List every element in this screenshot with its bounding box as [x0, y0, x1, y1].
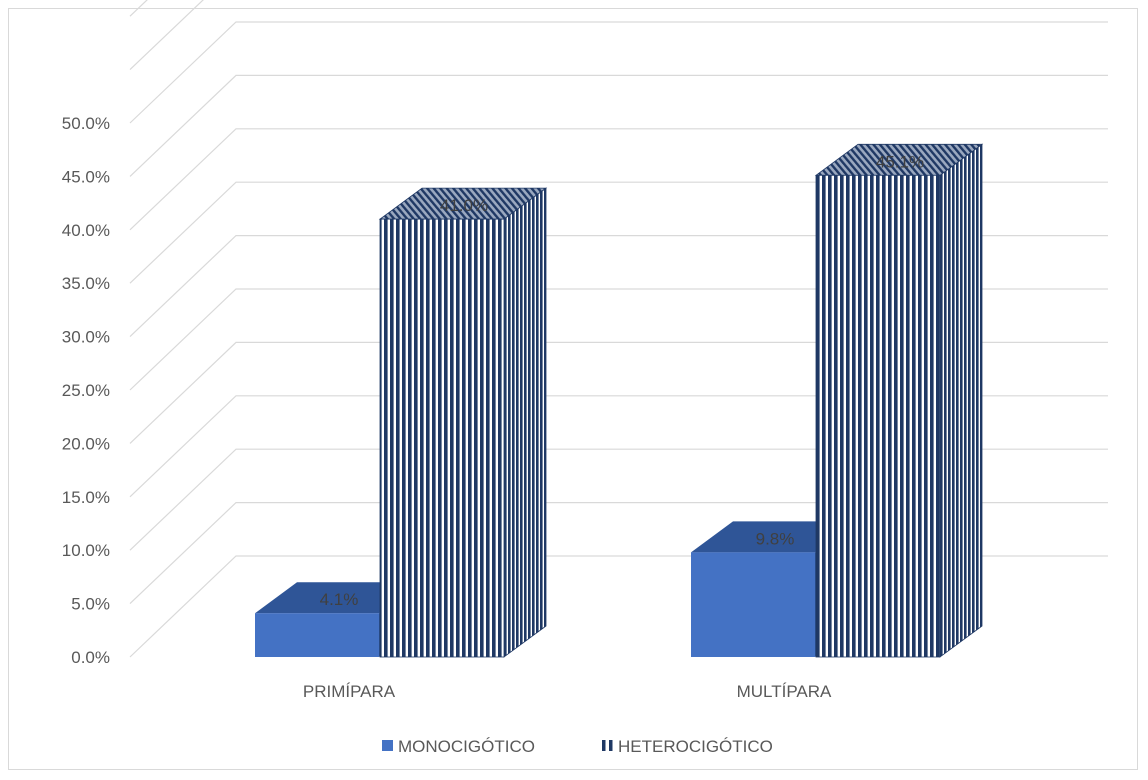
y-tick-label: 15.0% [62, 488, 110, 507]
y-axis: 0.0% 5.0% 10.0% 15.0% 20.0% 25.0% 30.0% 35.0% 40… [62, 114, 110, 667]
gridline [129, 128, 1108, 231]
bar-top-face [255, 582, 421, 614]
y-tick-label: 10.0% [62, 541, 110, 560]
x-tick-label: MULTÍPARA [737, 682, 832, 701]
gridline [129, 21, 1108, 124]
data-label: 4.1% [320, 590, 359, 609]
x-tick-label: PRIMÍPARA [303, 682, 396, 701]
y-tick-label: 40.0% [62, 221, 110, 240]
bar-heterocigotico-0 [378, 187, 548, 658]
y-tick-label: 5.0% [71, 595, 110, 614]
bar-side-face [503, 187, 547, 658]
legend-label-heterocigotico: HETEROCIGÓTICO [618, 737, 773, 756]
data-label: 9.8% [756, 529, 795, 548]
bar-heterocigotico-1 [814, 143, 984, 658]
y-tick-label: 25.0% [62, 381, 110, 400]
y-tick-label: 45.0% [62, 167, 110, 186]
gridline [129, 0, 204, 71]
bar-front-face [815, 174, 941, 658]
bar-front-face [691, 552, 815, 657]
bar-front-face [255, 613, 379, 657]
x-axis: PRIMÍPARA MULTÍPARA [303, 682, 832, 701]
y-tick-label: 30.0% [62, 328, 110, 347]
legend: MONOCIGÓTICO HETEROCIGÓTICO [382, 737, 773, 756]
bars [255, 143, 984, 658]
legend-swatch-monocigotico [382, 740, 393, 751]
y-tick-label: 0.0% [71, 648, 110, 667]
legend-label-monocigotico: MONOCIGÓTICO [398, 737, 535, 756]
gridline [129, 74, 1108, 177]
bar-top-face [691, 521, 857, 553]
bar-side-face [939, 143, 983, 658]
legend-swatch-heterocigotico [602, 740, 613, 751]
data-label: 45.1% [876, 152, 924, 171]
bar-front-face [379, 218, 505, 658]
data-labels: 4.1% 41.0% 9.8% 45.1% [320, 152, 924, 609]
data-label: 41.0% [440, 196, 488, 215]
y-tick-label: 20.0% [62, 434, 110, 453]
y-tick-label: 35.0% [62, 274, 110, 293]
y-tick-label: 50.0% [62, 114, 110, 133]
gridline [129, 0, 148, 17]
